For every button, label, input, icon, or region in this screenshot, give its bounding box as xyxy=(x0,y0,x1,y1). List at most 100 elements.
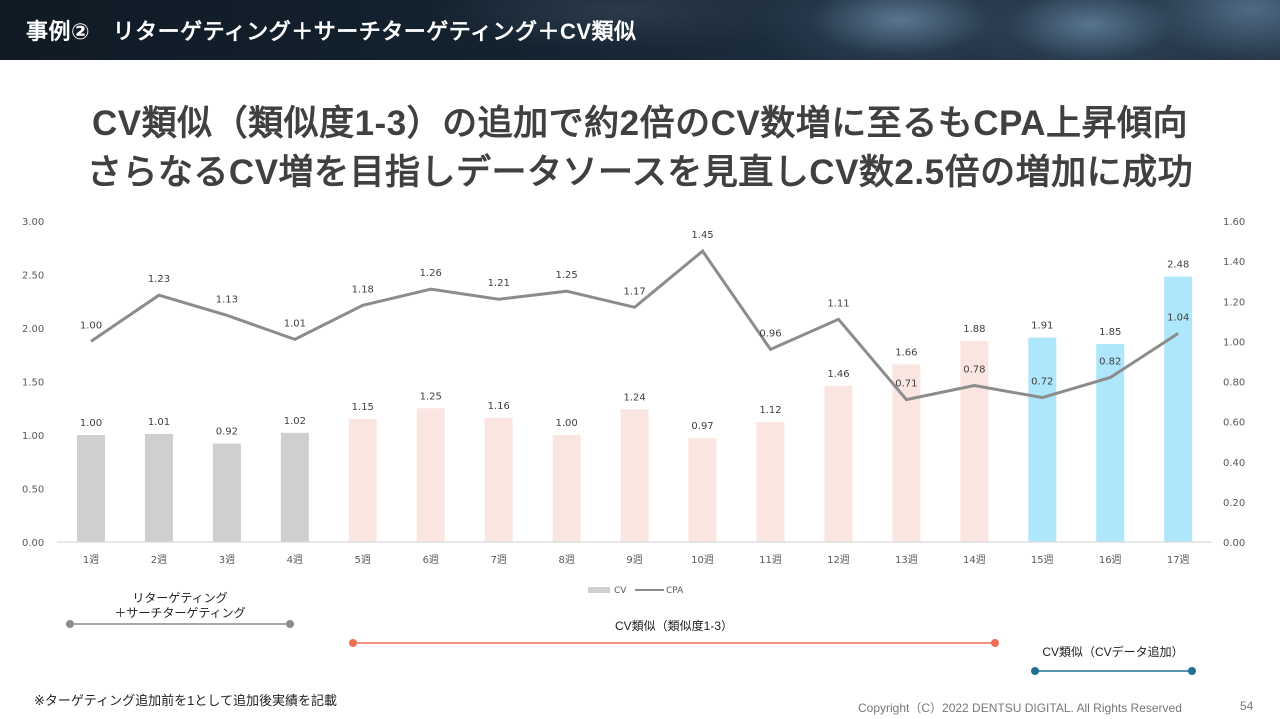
cpa-point-label: 1.45 xyxy=(691,230,713,241)
phase-1-range xyxy=(66,620,294,628)
cv-bar-label: 1.88 xyxy=(963,324,985,335)
x-axis-tick: 4週 xyxy=(287,554,303,566)
phase-1-end-dot xyxy=(286,620,294,628)
x-axis-tick-labels: 1週 2週 3週 4週 5週 6週 7週 8週 9週 10週 11週 12週 13週 14週 15週 16週 1… xyxy=(83,554,1190,566)
left-axis-tick: 2.00 xyxy=(22,324,44,335)
cv-bar xyxy=(77,435,105,542)
left-axis-tick: 0.00 xyxy=(22,538,44,549)
cpa-point-label: 1.17 xyxy=(623,286,645,297)
x-axis-tick: 17週 xyxy=(1167,554,1190,566)
left-axis-tick: 2.50 xyxy=(22,271,44,282)
chart-legend: CV CPA xyxy=(588,586,684,596)
phase-3-start-dot xyxy=(1031,667,1039,675)
footnote: ※ターゲティング追加前を1として追加後実績を記載 xyxy=(34,693,337,708)
cpa-point-label: 0.78 xyxy=(963,365,985,376)
legend-cpa-label: CPA xyxy=(666,586,684,596)
page-number: 54 xyxy=(1240,699,1254,713)
copyright: Copyright（C）2022 DENTSU DIGITAL. All Rig… xyxy=(858,701,1182,715)
cpa-point-label: 1.25 xyxy=(556,270,578,281)
cv-bar xyxy=(484,417,513,542)
right-axis-tick: 1.60 xyxy=(1223,217,1245,228)
cv-bar xyxy=(756,422,785,542)
right-axis-tick: 0.60 xyxy=(1223,418,1245,429)
right-axis-tick: 1.20 xyxy=(1223,297,1245,308)
x-axis-tick: 6週 xyxy=(423,554,439,566)
cv-bar xyxy=(1164,276,1193,542)
cpa-line-labels: 1.00 1.23 1.13 1.01 1.18 1.26 1.21 1.25 1.17 1.45… xyxy=(80,230,1189,389)
x-axis-tick: 7週 xyxy=(491,554,507,566)
x-axis-tick: 13週 xyxy=(895,554,918,566)
phase-1-label: リターゲティング ＋サーチターゲティング xyxy=(100,591,260,621)
right-axis-tick: 0.80 xyxy=(1223,378,1245,389)
x-axis-tick: 11週 xyxy=(759,554,782,566)
cv-bar-label: 0.97 xyxy=(691,421,713,432)
phase-1-label-line-2: ＋サーチターゲティング xyxy=(114,606,246,620)
cv-bar xyxy=(552,435,581,542)
cpa-point-label: 1.13 xyxy=(216,294,238,305)
phase-2-end-dot xyxy=(991,639,999,647)
cv-bar-label: 2.48 xyxy=(1167,260,1189,271)
x-axis-tick: 3週 xyxy=(219,554,235,566)
x-axis-tick: 1週 xyxy=(83,554,99,566)
cv-bar-label: 1.02 xyxy=(284,416,306,427)
phase-2-label: CV類似（類似度1-3） xyxy=(574,619,774,634)
cv-bar xyxy=(960,340,989,542)
left-axis-tick: 1.50 xyxy=(22,378,44,389)
headline-line-1: CV類似（類似度1-3）の追加で約2倍のCV数増に至るもCPA上昇傾向 xyxy=(91,104,1189,143)
cv-bar-label: 1.12 xyxy=(759,405,781,416)
header-banner: 事例② リターゲティング＋サーチターゲティング＋CV類似 xyxy=(0,0,1280,60)
cv-bar-label: 1.15 xyxy=(352,402,374,413)
cpa-point-label: 1.26 xyxy=(420,268,442,279)
right-axis-ticks: 0.00 0.20 0.40 0.60 0.80 1.00 1.20 1.40 1.60 xyxy=(1223,217,1245,549)
cpa-point-label: 0.71 xyxy=(895,379,917,390)
cv-bar-labels: 1.00 1.01 0.92 1.02 1.15 1.25 1.16 1.00 1.24 0.97… xyxy=(80,260,1189,438)
cv-bar-label: 1.16 xyxy=(488,401,510,412)
cv-bar-label: 1.66 xyxy=(895,347,917,358)
phase-3-label: CV類似（CVデータ追加） xyxy=(1033,645,1193,660)
cv-bar-label: 0.92 xyxy=(216,427,238,438)
headline-line-2: さらなるCV増を目指しデータソースを見直しCV数2.5倍の増加に成功 xyxy=(86,153,1194,192)
right-axis-tick: 0.40 xyxy=(1223,458,1245,469)
phase-2-range xyxy=(349,639,999,647)
cv-bar xyxy=(348,418,377,542)
right-axis-tick: 0.20 xyxy=(1223,498,1245,509)
x-axis-tick: 8週 xyxy=(558,554,574,566)
cpa-point-label: 0.72 xyxy=(1031,377,1053,388)
cpa-point-label: 1.00 xyxy=(80,320,102,331)
cv-bar xyxy=(1096,344,1125,542)
x-axis-tick: 16週 xyxy=(1099,554,1122,566)
cpa-point-label: 1.11 xyxy=(827,298,849,309)
cv-bar xyxy=(144,433,173,542)
right-axis-tick: 0.00 xyxy=(1223,538,1245,549)
phase-2-start-dot xyxy=(349,639,357,647)
cv-bar-label: 1.91 xyxy=(1031,321,1053,332)
cv-bar-label: 1.01 xyxy=(148,417,170,428)
left-axis-ticks: 0.00 0.50 1.00 1.50 2.00 2.50 3.00 xyxy=(22,217,44,549)
left-axis-tick: 1.00 xyxy=(22,431,44,442)
cpa-point-label: 1.01 xyxy=(284,318,306,329)
cv-bar xyxy=(416,408,445,542)
left-axis-tick: 0.50 xyxy=(22,485,44,496)
x-axis-tick: 5週 xyxy=(355,554,371,566)
header-title: 事例② リターゲティング＋サーチターゲティング＋CV類似 xyxy=(26,19,637,44)
legend-cv-swatch xyxy=(588,587,610,593)
cv-bar xyxy=(280,432,309,542)
right-axis-tick: 1.00 xyxy=(1223,337,1245,348)
cv-bar-label: 1.00 xyxy=(80,418,102,429)
cpa-point-label: 1.04 xyxy=(1167,312,1189,323)
phase-3-end-dot xyxy=(1188,667,1196,675)
cv-bar xyxy=(824,385,853,542)
cv-bar xyxy=(1028,337,1057,542)
right-axis-tick: 1.40 xyxy=(1223,257,1245,268)
x-axis-tick: 14週 xyxy=(963,554,986,566)
x-axis-tick: 2週 xyxy=(151,554,167,566)
phase-3-range xyxy=(1031,667,1196,675)
cv-bar xyxy=(212,443,241,542)
cv-bar-label: 1.46 xyxy=(827,369,849,380)
cv-bar-label: 1.24 xyxy=(623,392,645,403)
x-axis-tick: 15週 xyxy=(1031,554,1054,566)
cpa-point-label: 1.21 xyxy=(488,278,510,289)
phase-2-label-line-1: CV類似（類似度1-3） xyxy=(614,619,733,633)
phase-3-label-line-1: CV類似（CVデータ追加） xyxy=(1042,645,1184,659)
